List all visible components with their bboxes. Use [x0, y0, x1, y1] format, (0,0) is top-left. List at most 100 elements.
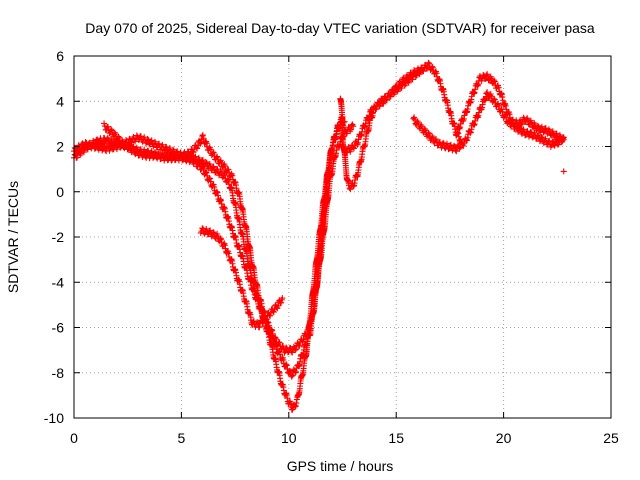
- data-point: [491, 95, 498, 102]
- x-tick-labels: 0 5 10 15 20 25: [70, 430, 619, 446]
- data-point: [390, 88, 397, 95]
- series-track-f: [341, 64, 425, 156]
- series-track-d: [197, 225, 286, 331]
- data-point: [95, 140, 102, 147]
- data-point: [440, 139, 447, 146]
- data-point: [263, 316, 270, 323]
- data-point: [202, 158, 209, 165]
- data-point: [347, 126, 354, 133]
- data-point: [540, 129, 547, 136]
- data-point: [447, 141, 454, 148]
- data-point: [546, 137, 553, 144]
- data-point: [218, 236, 225, 243]
- y-tick-label: 0: [56, 184, 64, 200]
- data-point: [495, 102, 502, 109]
- data-point: [91, 141, 98, 148]
- data-point: [270, 309, 277, 316]
- data-point: [206, 145, 213, 152]
- x-tick-label: 5: [178, 430, 186, 446]
- data-point: [210, 149, 217, 156]
- data-point: [288, 373, 295, 380]
- y-tick-label: 6: [56, 48, 64, 64]
- data-point: [303, 333, 310, 340]
- data-point: [199, 156, 206, 163]
- data-point: [207, 227, 214, 234]
- data-point: [214, 166, 221, 173]
- data-point: [380, 100, 387, 107]
- data-point: [283, 362, 290, 369]
- data-point: [421, 125, 428, 132]
- data-point: [115, 133, 122, 140]
- data-point: [84, 146, 91, 153]
- x-axis-label: GPS time / hours: [287, 458, 394, 474]
- data-point: [133, 132, 140, 139]
- data-point: [217, 158, 224, 165]
- data-point: [214, 153, 221, 160]
- data-point: [276, 351, 283, 358]
- data-point: [101, 120, 108, 127]
- data-point: [199, 225, 206, 232]
- data-point: [518, 121, 525, 128]
- data-point: [226, 181, 233, 188]
- y-tick-label: -6: [52, 320, 65, 336]
- data-point: [542, 125, 549, 132]
- data-point: [405, 76, 412, 83]
- data-point: [104, 134, 111, 141]
- data-point: [460, 142, 467, 149]
- data-point: [210, 163, 217, 170]
- data-point: [553, 130, 560, 137]
- data-point: [483, 90, 490, 97]
- data-point: [289, 372, 296, 379]
- data-point: [186, 152, 193, 159]
- data-point: [210, 229, 217, 236]
- data-point: [207, 175, 214, 182]
- data-points: [71, 59, 567, 413]
- data-point: [457, 144, 464, 151]
- data-point: [137, 148, 144, 155]
- data-point: [523, 116, 530, 123]
- data-point: [77, 152, 84, 159]
- data-point: [88, 143, 95, 150]
- data-point: [483, 72, 490, 79]
- data-point: [283, 361, 290, 368]
- data-point: [119, 137, 126, 144]
- data-point: [425, 59, 432, 66]
- data-point: [491, 77, 498, 84]
- y-tick-label: -4: [52, 274, 65, 290]
- y-tick-label: -10: [44, 410, 64, 426]
- data-point: [217, 168, 224, 175]
- data-point: [292, 347, 299, 354]
- data-point: [104, 123, 111, 130]
- y-tick-label: 4: [56, 93, 64, 109]
- data-point: [556, 132, 563, 139]
- data-point: [560, 136, 567, 143]
- data-point: [296, 342, 303, 349]
- data-point: [220, 241, 227, 248]
- data-point: [549, 128, 556, 135]
- data-point: [207, 146, 214, 153]
- data-point: [304, 330, 311, 337]
- data-point: [369, 109, 376, 116]
- data-point: [199, 163, 206, 170]
- x-tick-label: 15: [388, 430, 404, 446]
- data-point: [190, 149, 197, 156]
- data-point: [273, 304, 280, 311]
- data-point: [289, 349, 296, 356]
- data-point: [401, 78, 408, 85]
- data-point: [126, 143, 133, 150]
- data-point: [515, 122, 522, 129]
- data-point: [77, 150, 84, 157]
- data-point: [300, 336, 307, 343]
- data-point: [276, 339, 283, 346]
- series-track-h: [453, 71, 567, 145]
- data-point: [275, 302, 282, 309]
- data-point: [368, 110, 375, 117]
- data-point: [203, 159, 210, 166]
- data-point: [491, 78, 498, 85]
- data-point: [194, 145, 201, 152]
- data-point: [538, 134, 545, 141]
- data-point: [350, 123, 357, 130]
- data-point: [456, 145, 463, 152]
- chart-title: Day 070 of 2025, Sidereal Day-to-day VTE…: [85, 20, 595, 36]
- data-point: [132, 138, 139, 145]
